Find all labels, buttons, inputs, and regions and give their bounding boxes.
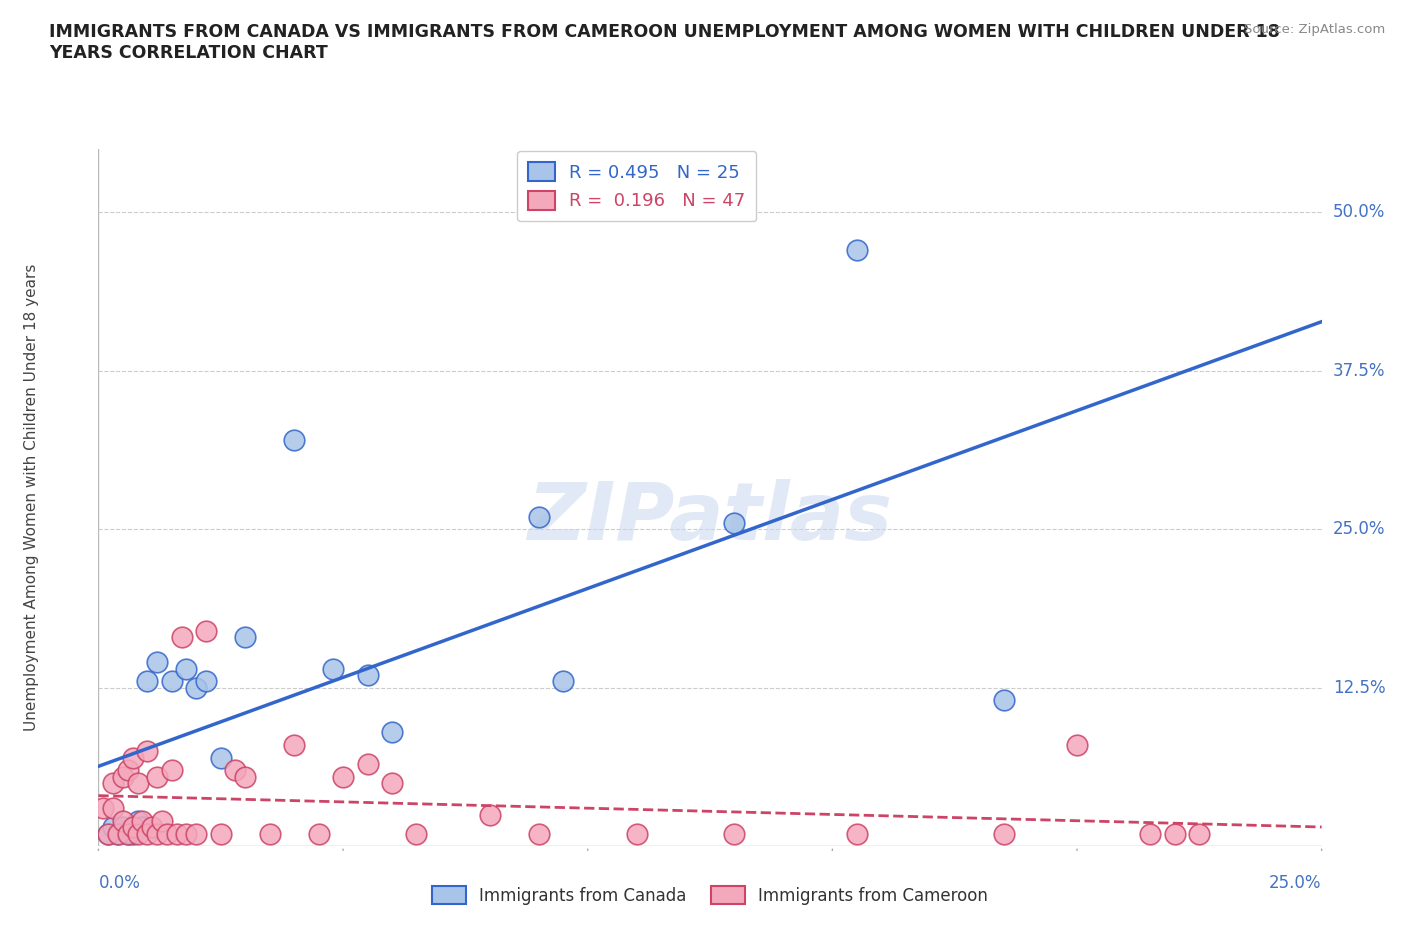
Text: Source: ZipAtlas.com: Source: ZipAtlas.com <box>1244 23 1385 36</box>
Point <box>478 807 501 822</box>
Point <box>259 826 281 841</box>
Point <box>136 826 159 841</box>
Point <box>107 826 129 841</box>
Point <box>136 744 159 759</box>
Point <box>176 661 198 676</box>
Point <box>553 674 575 689</box>
Point <box>283 737 305 752</box>
Point <box>186 681 208 696</box>
Point <box>845 243 868 258</box>
Point <box>127 826 149 841</box>
Point <box>993 826 1015 841</box>
Point <box>150 814 173 829</box>
Text: IMMIGRANTS FROM CANADA VS IMMIGRANTS FROM CAMEROON UNEMPLOYMENT AMONG WOMEN WITH: IMMIGRANTS FROM CANADA VS IMMIGRANTS FRO… <box>49 23 1279 62</box>
Point <box>723 515 745 530</box>
Point <box>111 820 134 835</box>
Point <box>146 826 169 841</box>
Point <box>283 433 305 448</box>
Point <box>356 668 378 683</box>
Point <box>224 763 246 777</box>
Point <box>117 763 139 777</box>
Point <box>107 826 129 841</box>
Point <box>1188 826 1211 841</box>
Point <box>1139 826 1161 841</box>
Point <box>195 674 218 689</box>
Point <box>1066 737 1088 752</box>
Point <box>176 826 198 841</box>
Point <box>993 693 1015 708</box>
Point <box>209 751 232 765</box>
Legend: Immigrants from Canada, Immigrants from Cameroon: Immigrants from Canada, Immigrants from … <box>426 879 994 911</box>
Text: 50.0%: 50.0% <box>1333 204 1385 221</box>
Point <box>136 674 159 689</box>
Point <box>166 826 188 841</box>
Point <box>209 826 232 841</box>
Text: 25.0%: 25.0% <box>1333 520 1385 538</box>
Point <box>160 763 183 777</box>
Point <box>121 820 143 835</box>
Point <box>146 769 169 784</box>
Point <box>97 826 120 841</box>
Point <box>111 814 134 829</box>
Text: Unemployment Among Women with Children Under 18 years: Unemployment Among Women with Children U… <box>24 264 38 731</box>
Point <box>117 826 139 841</box>
Point <box>381 724 404 739</box>
Point <box>186 826 208 841</box>
Point <box>117 826 139 841</box>
Point <box>527 509 550 524</box>
Point <box>156 826 179 841</box>
Point <box>111 769 134 784</box>
Point <box>381 776 404 790</box>
Point <box>91 801 114 816</box>
Point <box>308 826 330 841</box>
Point <box>626 826 648 841</box>
Point <box>195 623 218 638</box>
Point <box>101 776 124 790</box>
Point <box>845 826 868 841</box>
Point <box>160 674 183 689</box>
Point <box>233 769 256 784</box>
Text: 25.0%: 25.0% <box>1270 874 1322 892</box>
Point <box>723 826 745 841</box>
Point <box>1164 826 1187 841</box>
Point <box>121 826 143 841</box>
Point <box>146 655 169 670</box>
Point <box>97 826 120 841</box>
Point <box>405 826 427 841</box>
Text: 0.0%: 0.0% <box>98 874 141 892</box>
Point <box>332 769 354 784</box>
Point <box>101 820 124 835</box>
Point <box>101 801 124 816</box>
Point <box>127 814 149 829</box>
Point <box>322 661 344 676</box>
Point <box>170 630 193 644</box>
Point <box>127 776 149 790</box>
Point <box>233 630 256 644</box>
Point <box>121 751 143 765</box>
Point <box>141 820 163 835</box>
Point <box>131 820 153 835</box>
Point <box>131 814 153 829</box>
Point <box>527 826 550 841</box>
Text: ZIPatlas: ZIPatlas <box>527 480 893 557</box>
Text: 12.5%: 12.5% <box>1333 679 1385 697</box>
Text: 37.5%: 37.5% <box>1333 362 1385 379</box>
Point <box>356 756 378 771</box>
